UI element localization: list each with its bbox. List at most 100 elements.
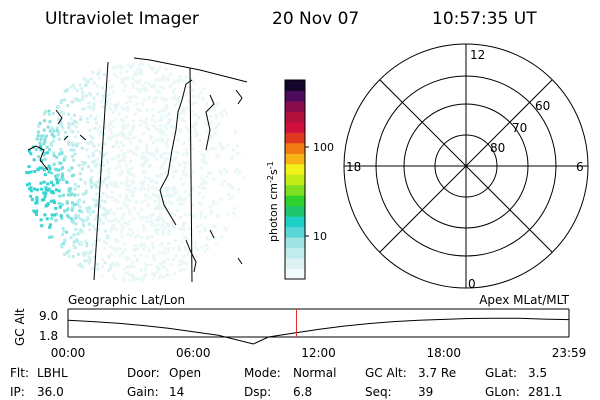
uv-pixel xyxy=(126,106,129,110)
uv-pixel xyxy=(32,158,36,162)
uv-pixel xyxy=(138,277,142,281)
uv-pixel xyxy=(149,152,153,156)
uv-pixel xyxy=(148,220,152,224)
uv-pixel xyxy=(156,232,160,236)
uv-pixel xyxy=(195,121,199,125)
uv-pixel xyxy=(139,243,143,247)
uv-pixel xyxy=(174,191,178,195)
uv-pixel xyxy=(94,203,97,207)
uv-pixel xyxy=(106,136,109,140)
uv-pixel xyxy=(135,87,139,91)
uv-pixel xyxy=(241,150,245,154)
uv-pixel xyxy=(53,201,56,204)
uv-pixel xyxy=(126,204,129,207)
uv-pixel xyxy=(123,156,127,159)
uv-pixel xyxy=(61,233,65,237)
uv-pixel xyxy=(35,199,39,203)
uv-pixel xyxy=(164,194,167,198)
uv-pixel xyxy=(87,101,91,105)
uv-pixel xyxy=(96,228,100,232)
uv-pixel xyxy=(55,129,59,133)
uv-pixel xyxy=(136,68,140,72)
uv-pixel xyxy=(154,71,158,75)
uv-pixel xyxy=(182,120,186,124)
uv-pixel xyxy=(204,243,208,247)
uv-pixel xyxy=(52,154,56,158)
uv-pixel xyxy=(92,144,96,148)
uv-pixel xyxy=(143,161,147,165)
uv-pixel xyxy=(95,192,99,196)
uv-pixel xyxy=(242,176,245,180)
uv-pixel xyxy=(166,257,170,261)
uv-pixel xyxy=(84,79,88,83)
uv-pixel xyxy=(114,181,118,185)
uv-pixel xyxy=(44,134,48,138)
uv-pixel xyxy=(122,89,126,93)
coastline xyxy=(237,257,243,265)
uv-pixel xyxy=(47,148,51,152)
uv-pixel xyxy=(73,86,77,90)
uv-pixel xyxy=(144,266,148,270)
uv-pixel xyxy=(206,237,210,241)
uv-pixel xyxy=(151,124,155,128)
uv-pixel xyxy=(127,208,131,212)
status-key: GC Alt: xyxy=(365,366,407,380)
uv-pixel xyxy=(132,206,136,210)
uv-pixel xyxy=(132,119,136,123)
uv-pixel xyxy=(209,171,213,175)
uv-pixel xyxy=(78,263,82,267)
uv-pixel xyxy=(139,181,143,185)
uv-pixel xyxy=(208,205,212,209)
uv-pixel xyxy=(113,107,117,111)
uv-pixel xyxy=(114,134,118,138)
uv-pixel xyxy=(140,200,144,204)
uv-pixel xyxy=(203,187,207,191)
uv-pixel xyxy=(157,218,161,222)
uv-pixel xyxy=(204,226,208,230)
uv-pixel xyxy=(118,160,122,164)
uv-pixel xyxy=(58,205,62,209)
uv-pixel xyxy=(37,124,41,128)
uv-pixel xyxy=(101,221,105,225)
colorbar-tick-label: 100 xyxy=(313,141,334,154)
uv-pixel xyxy=(121,80,125,83)
uv-pixel xyxy=(164,141,168,145)
uv-pixel xyxy=(115,249,119,253)
uv-pixel xyxy=(178,163,182,167)
uv-pixel xyxy=(58,152,62,156)
uv-pixel xyxy=(201,182,205,186)
uv-pixel xyxy=(90,209,93,213)
uv-pixel xyxy=(71,83,75,87)
timeline-x-tick: 12:00 xyxy=(301,346,336,360)
uv-pixel xyxy=(136,246,140,250)
uv-pixel xyxy=(227,183,231,186)
uv-pixel xyxy=(111,135,115,139)
uv-pixel xyxy=(111,145,115,148)
uv-pixel xyxy=(141,84,145,88)
uv-pixel xyxy=(102,126,106,129)
uv-pixel xyxy=(71,141,74,145)
uv-pixel xyxy=(59,119,63,123)
uv-pixel xyxy=(44,191,48,195)
uv-pixel xyxy=(213,105,217,109)
uv-pixel xyxy=(147,64,151,67)
uv-pixel xyxy=(118,254,122,258)
uv-pixel xyxy=(125,164,129,168)
uv-pixel xyxy=(107,80,111,84)
uv-pixel xyxy=(50,126,54,130)
uv-pixel xyxy=(162,151,166,155)
uv-pixel xyxy=(28,187,32,191)
uv-pixel xyxy=(100,126,104,130)
uv-pixel xyxy=(139,79,142,83)
uv-pixel xyxy=(136,234,140,238)
uv-pixel xyxy=(103,200,107,203)
uv-pixel xyxy=(151,118,154,122)
colorbar-swatch xyxy=(285,153,305,165)
uv-pixel xyxy=(92,107,96,111)
uv-pixel xyxy=(128,100,132,104)
status-key: GLon: xyxy=(485,385,520,399)
uv-pixel xyxy=(76,263,80,267)
uv-pixel xyxy=(174,271,178,275)
uv-pixel xyxy=(124,101,128,104)
uv-pixel xyxy=(110,219,114,223)
